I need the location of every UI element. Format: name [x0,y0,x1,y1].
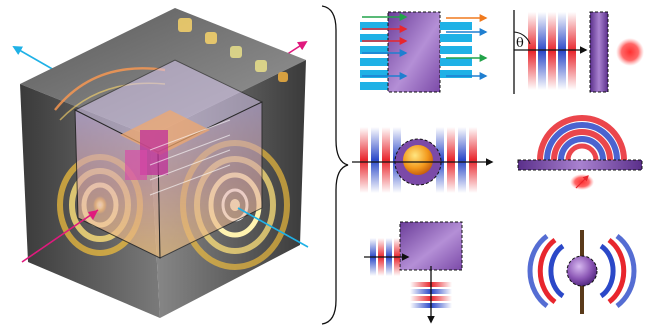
thin-slab [589,11,609,93]
panel-transmission [360,11,488,93]
incident-bars [360,22,388,90]
panel-sphere-scattering [352,127,494,193]
panel-dipole-substrate [517,115,643,190]
wave-bars [528,12,576,90]
slab-square [387,11,441,93]
dipole-sphere [566,255,598,287]
scatter-box [399,221,463,271]
transmitted-dot [616,38,644,66]
cyan-beam-lower [237,207,309,248]
angle-label: θ [516,36,524,51]
panel-box-reflection [364,221,463,324]
simulation-cube [12,8,309,318]
top-face-pattern [178,18,288,82]
semicircle-waves [537,115,627,161]
scatterer-core [403,145,433,175]
panel-oblique-incidence: θ [513,10,644,94]
inner-box [73,59,264,259]
substrate [517,159,643,171]
angle-arc [513,31,531,45]
top-face-arc [54,67,166,111]
magenta-beam-lower [21,209,99,263]
curly-brace [321,5,349,325]
panel-dipole-sphere [527,230,637,314]
transmitted-bars [440,22,472,78]
radiation-lobes [527,233,637,309]
